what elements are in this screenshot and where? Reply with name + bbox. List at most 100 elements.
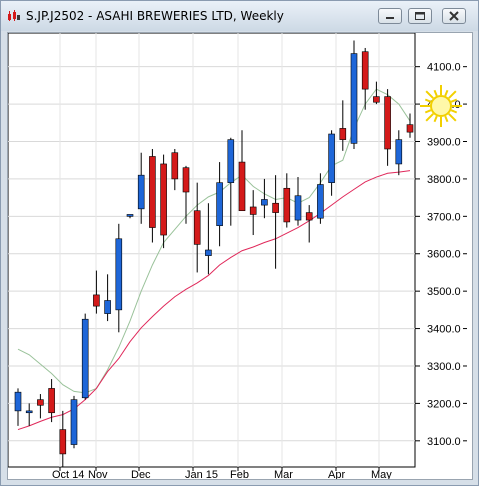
candle-body [25,410,33,414]
close-icon [449,11,459,21]
candle [182,165,190,224]
candle-body [406,124,414,133]
candle-body [115,238,123,311]
candle [395,130,403,176]
candle-body [48,388,55,414]
ma-slow-line [17,170,411,431]
sun-ray [450,98,458,103]
candle [70,395,78,449]
sun-icon[interactable] [420,85,462,127]
sun-ray [424,98,432,103]
candle-body [317,184,324,219]
restore-icon [415,12,425,20]
y-tick-label: 3100.0 [427,436,461,448]
candle [216,162,223,247]
candle-body [395,139,403,165]
y-tick-label: 3600.0 [427,249,461,261]
candle [160,154,167,249]
candle-body [182,167,190,193]
candle-body [261,199,268,206]
sun-ray [448,113,457,122]
y-tick-label: 4100.0 [427,62,461,74]
candle [328,130,335,196]
candle [115,223,123,333]
candle-body [93,294,100,307]
candle [137,152,145,224]
candle-body [193,210,201,245]
candle [294,177,302,226]
x-tick-label: Dec [131,469,151,479]
candle-body [305,212,313,221]
candle [238,130,246,212]
candle-body [361,51,369,90]
candle [261,178,268,219]
x-tick-label: May [371,469,392,479]
y-tick-label: 3900.0 [427,137,461,149]
candle [249,190,257,236]
sun-ray [450,109,458,114]
candle [384,89,391,166]
minimize-button[interactable] [378,8,402,24]
sun-ray [444,89,449,97]
candle [350,40,358,149]
candle-body [384,96,391,150]
candle-body [216,182,223,226]
chart-app-icon [8,10,20,21]
candle [25,403,33,426]
candle-body [14,391,22,412]
sun-ray [433,115,438,123]
y-tick-label: 3400.0 [427,324,461,336]
candle [59,410,67,467]
candle [171,148,179,191]
candle [406,113,414,138]
candle-body [171,152,179,180]
x-tick-label: Oct 14 [52,469,84,479]
candle [361,47,369,110]
y-tick-label: 3300.0 [427,361,461,373]
candle [193,182,201,273]
candle-body [238,161,246,212]
candle-body [205,249,212,256]
candle [14,388,22,426]
title-bar[interactable]: S.JP.J2502 - ASAHI BREWERIES LTD, Weekly [1,1,478,31]
candle [283,173,291,228]
candle [126,214,134,219]
candle [205,203,212,275]
candle-body [283,187,291,223]
y-tick-label: 3700.0 [427,211,461,223]
chart-area[interactable]: 3100.0 3200.0 3300.0 3400.0 3500.0 3600.0 3700… [7,32,473,480]
sun-ray [444,115,449,123]
window-title: S.JP.J2502 - ASAHI BREWERIES LTD, Weekly [26,9,284,23]
sun-ray [448,90,457,99]
y-tick-label: 3200.0 [427,398,461,410]
candle [149,148,156,243]
candle [227,137,235,226]
candlestick-chart[interactable]: 3100.0 3200.0 3300.0 3400.0 3500.0 3600.0 3700… [8,33,472,479]
x-tick-label: Apr [328,469,345,479]
candle-body [137,174,145,210]
candle-body [70,399,78,445]
candle-body [149,156,156,228]
restore-button[interactable] [408,8,432,24]
candle-body [373,96,380,103]
candle [104,274,111,322]
close-button[interactable] [442,8,466,24]
candle [373,81,380,105]
candle [305,205,313,243]
candle [339,100,347,151]
candle [81,313,89,400]
candle-body [104,300,111,314]
candle-body [339,128,347,140]
candle-body [294,195,302,221]
candle-body [126,214,134,217]
candle-body [59,429,67,455]
candle-body [37,399,44,406]
sun-ray [425,90,434,99]
candle [93,270,100,314]
minimize-icon [386,17,394,19]
candle-body [249,206,257,215]
candle-body [328,133,335,183]
candle-body [160,163,167,236]
sun-ray [425,113,434,122]
